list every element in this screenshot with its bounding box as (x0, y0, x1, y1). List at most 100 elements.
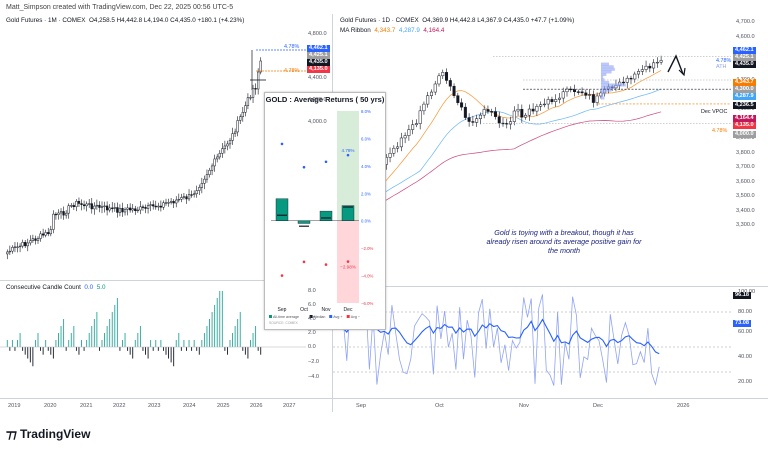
daily-candle-body (407, 129, 411, 136)
monthly-candle-body (218, 153, 221, 158)
monthly-candle-body (233, 131, 237, 134)
left-x-tick[interactable]: 2026 (250, 403, 263, 409)
right-x-tick[interactable]: Dec (593, 403, 603, 409)
tradingview-logo[interactable]: ⁊⁊ TradingView (6, 427, 90, 441)
stochastic-line (342, 294, 660, 387)
daily-candle-body (644, 65, 648, 70)
monthly-candle-body (80, 203, 83, 205)
monthly-candle-body (136, 209, 139, 212)
monthly-candle-body (70, 205, 73, 207)
daily-candle-body (399, 137, 403, 148)
osc-y-tick: 40.00 (738, 354, 752, 360)
right-y-tick[interactable]: 4,100.0 (736, 106, 755, 112)
left-x-tick[interactable]: 2023 (148, 403, 161, 409)
average-return-bar (341, 205, 355, 221)
left-x-tick[interactable]: 2019 (8, 403, 21, 409)
ma-ribbon-v3: 4,164.4 (423, 27, 445, 34)
volume-profile-bar (601, 67, 615, 71)
right-y-tick[interactable]: 3,600.0 (736, 178, 755, 185)
ma-ribbon-legend[interactable]: MA Ribbon 4,343.7 4,287.9 4,164.4 (340, 27, 444, 34)
monthly-candle-body (190, 194, 193, 196)
osc-y-tick: 60.00 (738, 329, 752, 335)
left-x-tick[interactable]: 2022 (113, 403, 126, 409)
monthly-candle-body (11, 247, 14, 252)
daily-candle-body (418, 110, 422, 124)
volume-profile-bar (601, 96, 605, 100)
right-price-tag: 4,287.9 (733, 92, 756, 100)
right-y-tick[interactable]: 4,600.0 (736, 33, 755, 40)
monthly-candle-body (146, 205, 150, 209)
right-y-tick[interactable]: 3,400.0 (736, 207, 755, 214)
legend-swatch (269, 315, 272, 318)
monthly-candle-body (139, 206, 142, 211)
daily-candle-body (456, 95, 460, 103)
right-price-tag: 4,000.0 (733, 130, 756, 138)
monthly-candle-body (49, 229, 52, 235)
monthly-candle-body (228, 140, 232, 145)
right-x-tick[interactable]: 2026 (677, 403, 690, 409)
daily-candle-body (509, 121, 513, 125)
daily-candle-body (633, 73, 637, 80)
daily-candle-body (625, 77, 629, 83)
legend-swatch (329, 315, 333, 318)
daily-candle-body (588, 94, 592, 96)
right-y-tick[interactable]: 4,700.0 (736, 19, 755, 25)
daily-candle-body (414, 123, 418, 126)
daily-candle-body (554, 99, 558, 102)
left-x-tick[interactable]: 2021 (80, 403, 93, 409)
volume-profile-bar (601, 91, 607, 95)
volume-profile-bar (601, 80, 610, 84)
right-y-tick[interactable]: 3,700.0 (736, 164, 755, 170)
monthly-candle-body (72, 205, 75, 208)
left-x-tick[interactable]: 2024 (183, 403, 196, 409)
monthly-candle-body (39, 233, 42, 239)
monthly-candle-body (213, 158, 216, 167)
monthly-candle-body (223, 145, 227, 149)
monthly-candle-body (41, 233, 45, 236)
monthly-candle-body (24, 242, 27, 247)
right-y-tick[interactable]: 3,800.0 (736, 149, 755, 156)
legend-swatch (309, 315, 313, 318)
right-y-tick[interactable]: 3,900.0 (736, 135, 755, 141)
left-x-tick[interactable]: 2020 (44, 403, 57, 409)
count-y-tick: −2.0 (308, 359, 320, 365)
monthly-candle-body (31, 238, 35, 241)
inset-y-tick: 6.0% (361, 136, 371, 141)
count-y-tick: 8.0 (308, 288, 316, 294)
left-x-tick[interactable]: 2027 (283, 403, 296, 409)
right-x-tick[interactable]: Sep (356, 403, 366, 409)
oscillator-chart[interactable] (333, 287, 733, 398)
left-y-tick: 4,800.0 (308, 31, 327, 37)
inset-y-tick: 4.0% (361, 164, 371, 169)
daily-candle-body (512, 110, 516, 122)
monthly-candle-body (121, 207, 124, 213)
daily-candle-body (490, 111, 494, 113)
avg-negative-dot (324, 263, 328, 266)
monthly-candle-body (193, 193, 196, 195)
candle-count-histogram[interactable] (0, 281, 332, 398)
monthly-candle-body (200, 183, 203, 188)
monthly-candle-body (259, 60, 262, 73)
monthly-candle-body (249, 97, 252, 99)
avg-negative-dot (346, 260, 350, 263)
daily-candle-body (445, 72, 449, 81)
monthly-candle-body (205, 174, 209, 180)
right-x-tick[interactable]: Oct (435, 403, 444, 409)
right-y-tick[interactable]: 3,300.0 (736, 222, 755, 228)
ma-ribbon-line (344, 88, 662, 218)
monthly-candle-body (116, 207, 119, 213)
right-x-tick[interactable]: Nov (519, 403, 529, 409)
monthly-candle-body (131, 208, 134, 211)
monthly-candle-body (77, 200, 81, 204)
monthly-candle-body (65, 212, 68, 216)
left-price-chart[interactable] (0, 14, 332, 280)
monthly-candle-body (8, 250, 11, 253)
right-symbol-title: Gold Futures · 1D · COMEX (340, 17, 419, 24)
monthly-candle-body (134, 208, 137, 212)
inset-month-label: Dec (344, 307, 353, 313)
right-y-tick[interactable]: 3,500.0 (736, 193, 755, 199)
chart-credit: Matt_Simpson created with TradingView.co… (0, 0, 768, 14)
monthly-candle-body (169, 201, 173, 203)
left-x-tick[interactable]: 2025 (217, 403, 230, 409)
monthly-candle-body (67, 205, 70, 214)
